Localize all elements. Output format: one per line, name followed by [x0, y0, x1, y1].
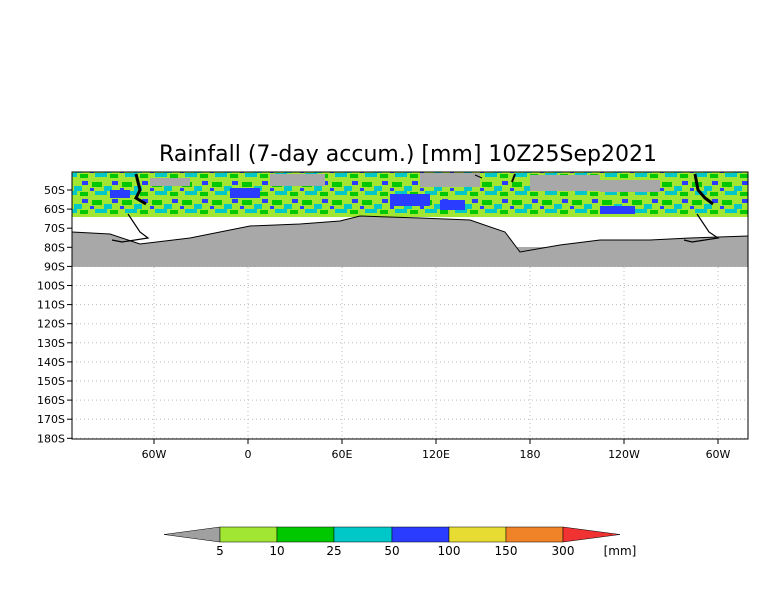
australia-coast [474, 174, 483, 179]
colorbar-label: 10 [269, 544, 284, 558]
colorbar-label: 5 [216, 544, 224, 558]
x-tick-label: 0 [245, 448, 252, 461]
x-tick-label: 60W [706, 448, 731, 461]
map-gridlines [72, 265, 748, 439]
colorbar-label: 50 [384, 544, 399, 558]
colorbar-segment [219, 526, 278, 543]
y-tick-label: 110S [37, 299, 65, 312]
south-america-tip-west [134, 173, 147, 206]
dry-patches [150, 173, 660, 192]
y-tick-label: 60S [44, 203, 65, 216]
colorbar-segment [333, 526, 393, 543]
antarctic-peninsula-coast [111, 213, 150, 243]
longitude-axis: 60W 0 60E 120E 180 120W 60W [142, 439, 731, 461]
polar-masked-band [72, 247, 748, 267]
south-america-tip-east [693, 173, 714, 206]
heavy-rain-patches [110, 188, 635, 214]
x-tick-label: 180 [520, 448, 541, 461]
antarctic-peninsula-coast-east [683, 213, 720, 243]
y-tick-label: 100S [37, 280, 65, 293]
colorbar-segment [276, 526, 335, 543]
new-zealand-coast [511, 173, 516, 183]
y-tick-label: 90S [44, 260, 65, 273]
colorbar-high-triangle [562, 526, 621, 543]
y-tick-label: 160S [37, 394, 65, 407]
y-tick-label: 170S [37, 413, 65, 426]
x-tick-label: 120E [422, 448, 450, 461]
antarctica-coastline [72, 215, 748, 253]
colorbar-unit: [mm] [604, 544, 637, 558]
y-tick-label: 120S [37, 318, 65, 331]
y-tick-label: 80S [44, 241, 65, 254]
y-tick-label: 130S [37, 337, 65, 350]
colorbar-segment [448, 526, 507, 543]
x-tick-label: 60W [142, 448, 167, 461]
y-tick-label: 180S [37, 432, 65, 445]
map-title: Rainfall (7-day accum.) [mm] 10Z25Sep202… [159, 142, 657, 167]
colorbar-label: 300 [552, 544, 575, 558]
y-tick-label: 150S [37, 375, 65, 388]
plot-frame [71, 171, 749, 440]
colorbar-label: 100 [438, 544, 461, 558]
colorbar-low-triangle [163, 526, 221, 543]
map-plot-area [72, 172, 748, 439]
colorbar-segment [505, 526, 564, 543]
colorbar-label: 150 [495, 544, 518, 558]
y-tick-label: 50S [44, 184, 65, 197]
latitude-axis: 50S 60S 70S 80S 90S 100S 110S 120S 130S 140S 150S 1… [37, 184, 72, 445]
y-tick-label: 140S [37, 356, 65, 369]
x-tick-label: 60E [332, 448, 353, 461]
colorbar-segment [391, 526, 450, 543]
y-tick-label: 70S [44, 222, 65, 235]
x-tick-label: 120W [608, 448, 640, 461]
colorbar-label: 25 [326, 544, 341, 558]
colorbar: 5 10 25 50 100 150 300 [mm] [163, 526, 637, 558]
